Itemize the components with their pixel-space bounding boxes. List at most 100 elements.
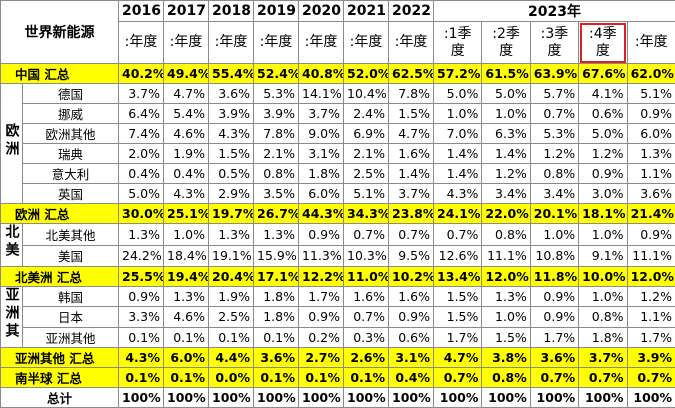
value-cell: 100% xyxy=(299,388,344,408)
value-cell: 18.1% xyxy=(579,204,627,224)
value-cell: 1.0% xyxy=(434,104,482,124)
value-cell: 3.7% xyxy=(389,184,434,204)
value-cell: 100% xyxy=(482,388,530,408)
value-cell: 6.3% xyxy=(482,124,530,144)
value-cell: 12.0% xyxy=(627,267,675,287)
value-cell: 10.4% xyxy=(344,84,389,104)
value-cell: 0.9% xyxy=(389,307,434,327)
value-cell: 2.1% xyxy=(254,144,299,164)
row-label: 中国 汇总 xyxy=(1,64,119,84)
year-header: 2023年 xyxy=(434,1,675,22)
value-cell: 1.7% xyxy=(299,287,344,307)
value-cell: 1.6% xyxy=(344,287,389,307)
row-label: 挪威 xyxy=(23,104,119,124)
value-cell: 1.0% xyxy=(579,224,627,246)
value-cell: 2.5% xyxy=(344,164,389,184)
value-cell: 22.0% xyxy=(482,204,530,224)
value-cell: 100% xyxy=(164,388,209,408)
value-cell: 12.0% xyxy=(482,267,530,287)
value-cell: 10.2% xyxy=(389,267,434,287)
value-cell: 21.4% xyxy=(627,204,675,224)
value-cell: 10.0% xyxy=(579,267,627,287)
value-cell: 5.4% xyxy=(164,104,209,124)
value-cell: 1.8% xyxy=(299,164,344,184)
value-cell: 100% xyxy=(530,388,578,408)
period-header: :年度 xyxy=(209,22,254,64)
year-header: 2020 xyxy=(299,1,344,22)
value-cell: 0.7% xyxy=(627,368,675,388)
value-cell: 19.1% xyxy=(209,245,254,267)
value-cell: 0.4% xyxy=(119,164,164,184)
value-cell: 2.5% xyxy=(209,307,254,327)
value-cell: 2.6% xyxy=(344,348,389,368)
value-cell: 0.4% xyxy=(164,164,209,184)
value-cell: 4.7% xyxy=(434,348,482,368)
value-cell: 23.8% xyxy=(389,204,434,224)
value-cell: 3.9% xyxy=(254,104,299,124)
value-cell: 0.8% xyxy=(530,164,578,184)
value-cell: 13.4% xyxy=(434,267,482,287)
row-label: 北美洲 汇总 xyxy=(1,267,119,287)
period-header: :年度 xyxy=(299,22,344,64)
period-header: :3季度 xyxy=(530,22,578,64)
value-cell: 1.8% xyxy=(254,287,299,307)
value-cell: 0.1% xyxy=(164,368,209,388)
value-cell: 0.9% xyxy=(299,307,344,327)
value-cell: 19.4% xyxy=(164,267,209,287)
value-cell: 10.3% xyxy=(344,245,389,267)
value-cell: 0.8% xyxy=(254,164,299,184)
value-cell: 1.1% xyxy=(627,164,675,184)
value-cell: 2.0% xyxy=(119,144,164,164)
value-cell: 1.5% xyxy=(434,307,482,327)
table-title: 世界新能源 xyxy=(1,1,119,64)
value-cell: 100% xyxy=(119,388,164,408)
value-cell: 1.3% xyxy=(119,224,164,246)
value-cell: 0.7% xyxy=(579,368,627,388)
group-label-text: 亚洲其 xyxy=(2,287,22,341)
value-cell: 2.9% xyxy=(209,184,254,204)
value-cell: 0.1% xyxy=(344,368,389,388)
value-cell: 0.4% xyxy=(389,368,434,388)
value-cell: 3.3% xyxy=(119,307,164,327)
period-header: :年度 xyxy=(344,22,389,64)
value-cell: 7.8% xyxy=(389,84,434,104)
value-cell: 100% xyxy=(344,388,389,408)
group-label: 欧洲 xyxy=(1,84,23,204)
value-cell: 3.1% xyxy=(389,348,434,368)
value-cell: 0.7% xyxy=(344,307,389,327)
period-header: :年度 xyxy=(254,22,299,64)
value-cell: 1.0% xyxy=(579,287,627,307)
value-cell: 1.3% xyxy=(164,287,209,307)
period-header: :年度 xyxy=(119,22,164,64)
value-cell: 1.3% xyxy=(254,224,299,246)
value-cell: 1.0% xyxy=(164,224,209,246)
period-header: :年度 xyxy=(164,22,209,64)
value-cell: 5.1% xyxy=(344,184,389,204)
value-cell: 0.7% xyxy=(389,224,434,246)
value-cell: 61.5% xyxy=(482,64,530,84)
value-cell: 9.5% xyxy=(389,245,434,267)
value-cell: 3.4% xyxy=(482,184,530,204)
value-cell: 52.4% xyxy=(254,64,299,84)
value-cell: 1.7% xyxy=(434,327,482,347)
value-cell: 17.1% xyxy=(254,267,299,287)
value-cell: 1.8% xyxy=(579,327,627,347)
value-cell: 2.7% xyxy=(299,348,344,368)
value-cell: 4.3% xyxy=(434,184,482,204)
value-cell: 18.4% xyxy=(164,245,209,267)
row-label: 韩国 xyxy=(23,287,119,307)
value-cell: 62.5% xyxy=(389,64,434,84)
value-cell: 25.5% xyxy=(119,267,164,287)
value-cell: 40.2% xyxy=(119,64,164,84)
value-cell: 4.6% xyxy=(164,124,209,144)
row-label: 日本 xyxy=(23,307,119,327)
value-cell: 3.7% xyxy=(579,348,627,368)
value-cell: 4.3% xyxy=(209,124,254,144)
value-cell: 0.1% xyxy=(119,368,164,388)
